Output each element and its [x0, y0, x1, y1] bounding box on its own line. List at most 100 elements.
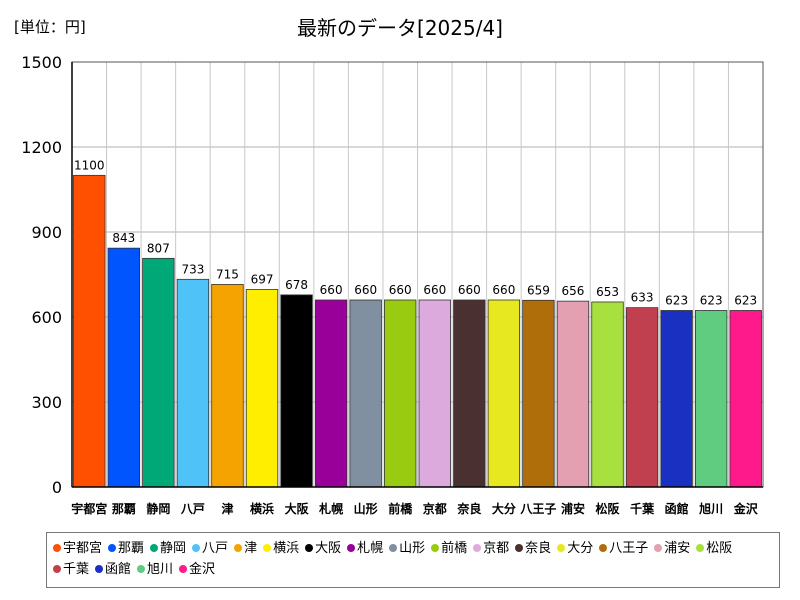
bar [660, 310, 693, 488]
y-tick-label: 900 [31, 223, 62, 242]
legend-swatch [654, 543, 663, 552]
x-tick-label: 横浜 [250, 501, 274, 516]
legend-swatch [431, 543, 440, 552]
bar [245, 289, 279, 488]
legend-label: 松阪 [706, 541, 733, 556]
legend-label: 千葉 [63, 562, 90, 577]
legend-item: 前橋 [431, 538, 467, 559]
legend-item: 函館 [95, 559, 131, 580]
data-label: 623 [665, 293, 688, 307]
legend-label: 大阪 [315, 541, 342, 556]
x-tick-label: 山形 [354, 501, 378, 516]
legend-label: 宇都宮 [63, 541, 103, 556]
bar [418, 299, 451, 488]
legend-label: 八王子 [609, 541, 649, 556]
bars [73, 174, 762, 488]
x-tick-label: 千葉 [630, 501, 655, 516]
x-tick-label: 旭川 [698, 501, 723, 516]
legend-label: 八戸 [202, 541, 229, 556]
legend-label: 大分 [567, 541, 594, 556]
data-label: 697 [251, 273, 274, 287]
legend-label: 那覇 [118, 541, 145, 556]
data-label: 660 [389, 283, 412, 297]
legend-label: 津 [244, 541, 258, 556]
data-label: 660 [458, 283, 481, 297]
legend-item: 大阪 [305, 538, 341, 559]
grid-lines [72, 61, 763, 488]
legend-label: 浦安 [664, 541, 691, 556]
legend-item: 金沢 [179, 559, 215, 580]
data-label: 633 [631, 291, 654, 305]
legend-label: 前橋 [441, 541, 468, 556]
bar [314, 299, 348, 488]
legend-swatch [263, 543, 272, 552]
legend-label: 旭川 [147, 562, 174, 577]
legend-item: 旭川 [137, 559, 173, 580]
x-tick-label: 大分 [492, 501, 516, 516]
bar [73, 174, 106, 488]
legend-label: 札幌 [357, 541, 384, 556]
x-tick-label: 八戸 [180, 502, 205, 516]
y-tick-label: 1500 [21, 53, 62, 72]
data-label: 653 [596, 285, 619, 299]
legend-swatch [234, 543, 243, 552]
axes: 0 300 600 900 1200 1500 宇都宮 那覇 静岡 八戸 津 横浜 大阪 札幌 山形 前橋 京都… [21, 53, 764, 516]
bar [625, 307, 659, 488]
legend-item: 奈良 [515, 538, 551, 559]
x-tick-label: 京都 [423, 501, 447, 516]
bar [591, 301, 624, 488]
legend-swatch [696, 543, 705, 552]
bar [176, 278, 210, 488]
x-tick-label: 金沢 [733, 501, 759, 516]
x-tick-label: 静岡 [146, 501, 170, 516]
legend-swatch [515, 543, 524, 552]
legend-swatch [108, 543, 117, 552]
x-tick-label: 那覇 [112, 502, 136, 516]
x-tick-label: 八王子 [519, 502, 556, 516]
bar [107, 247, 141, 488]
x-tick-label: 浦安 [561, 501, 585, 516]
legend-label: 山形 [399, 541, 426, 556]
legend-item: 八戸 [192, 538, 228, 559]
x-tick-label: 前橋 [388, 501, 413, 516]
chart-title: 最新のデータ[2025/4] [297, 16, 503, 40]
legend-label: 金沢 [189, 562, 216, 577]
data-label: 660 [320, 283, 343, 297]
legend-swatch [305, 543, 314, 552]
x-tick-label: 松阪 [596, 501, 621, 516]
y-tick-label: 300 [31, 393, 62, 412]
bar [556, 300, 590, 488]
legend-swatch [192, 543, 201, 552]
legend-swatch [137, 564, 146, 573]
bar [453, 299, 486, 488]
legend-swatch [389, 543, 398, 552]
data-label: 659 [527, 283, 550, 297]
data-label: 807 [147, 241, 170, 255]
legend-item: 浦安 [654, 538, 690, 559]
bar [384, 299, 417, 488]
data-label: 623 [700, 293, 723, 307]
legend-swatch [179, 564, 188, 573]
legend-item: 大分 [557, 538, 593, 559]
legend-item: 札幌 [347, 538, 383, 559]
x-tick-label: 札幌 [318, 501, 343, 516]
bar [695, 310, 728, 488]
legend-item: 山形 [389, 538, 425, 559]
legend-swatch [557, 543, 566, 552]
x-tick-label: 津 [221, 501, 233, 516]
data-label: 660 [354, 283, 377, 297]
bar [280, 294, 313, 488]
legend-swatch [53, 564, 61, 573]
bar [142, 257, 175, 488]
legend-item: 京都 [473, 538, 509, 559]
bar [349, 299, 382, 488]
legend-swatch [53, 543, 61, 552]
bar-chart: 1100 843 807 733 715 697 678 660 660 660 660 660 660… [21, 53, 764, 516]
legend-item: 横浜 [263, 538, 299, 559]
data-label: 656 [562, 284, 585, 298]
legend-item: 那覇 [108, 538, 144, 559]
bar [487, 299, 521, 488]
legend-swatch [473, 543, 482, 552]
legend-label: 横浜 [273, 541, 300, 556]
y-tick-label: 1200 [21, 138, 62, 157]
